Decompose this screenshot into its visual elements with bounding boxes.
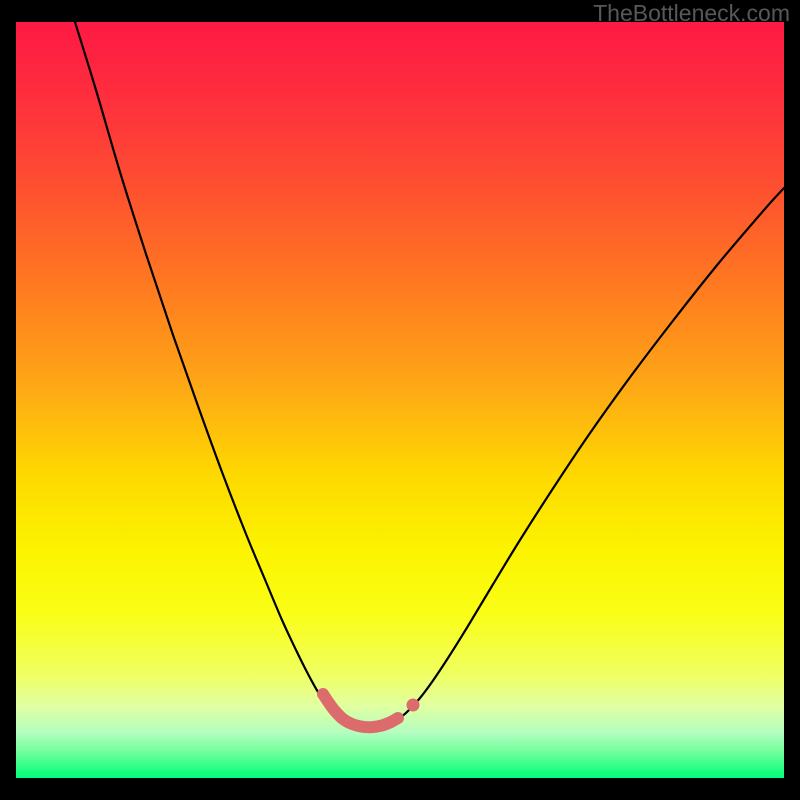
marker-dot — [407, 699, 420, 712]
plot-area — [16, 22, 784, 778]
watermark-text: TheBottleneck.com — [593, 0, 790, 27]
chart-svg — [16, 22, 784, 778]
gradient-background — [16, 22, 784, 778]
